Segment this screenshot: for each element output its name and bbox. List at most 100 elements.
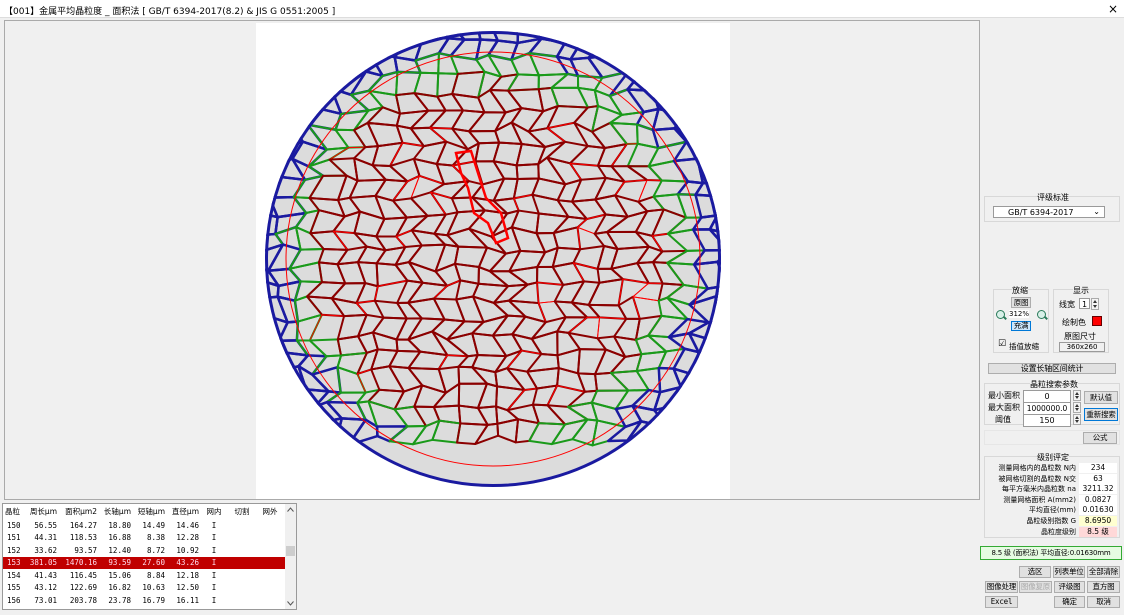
column-header[interactable]: 晶粒 <box>5 507 20 516</box>
column-header[interactable]: 短轴μm <box>137 507 165 516</box>
grain-boundary <box>696 143 721 163</box>
rating-row-label: 测量网格内的晶粒数 N内 <box>998 464 1076 472</box>
table-row[interactable]: 153 381.05 1470.16 93.59 27.60 43.26 I <box>3 556 285 569</box>
grain-boundary <box>691 390 721 411</box>
table-cell: 155 <box>7 583 21 593</box>
min-area-spinner[interactable] <box>1073 390 1081 401</box>
column-header[interactable]: 长轴μm <box>103 507 131 516</box>
draw-color-swatch[interactable] <box>1092 316 1102 326</box>
column-header[interactable]: 直径μm <box>171 507 199 516</box>
table-row[interactable]: 155 43.12 122.69 16.82 10.63 12.50 I <box>3 582 285 595</box>
table-cell <box>257 594 285 607</box>
table-cell: 10.63 <box>142 583 165 593</box>
table-scrollbar[interactable] <box>285 504 296 609</box>
image-viewport[interactable] <box>4 20 980 500</box>
select-region-button[interactable]: 选区 <box>1019 566 1051 578</box>
research-button[interactable]: 重新搜索 <box>1084 408 1118 421</box>
rating-row-label: 平均直径(mm) <box>1028 506 1076 515</box>
grain-boundary <box>567 23 588 27</box>
max-area-spinner[interactable] <box>1073 402 1081 413</box>
grain-boundary <box>395 31 425 40</box>
grain-boundary <box>712 159 721 184</box>
grain-boundary <box>714 177 721 201</box>
table-row[interactable]: 154 41.43 116.45 15.06 8.84 12.18 I <box>3 569 285 582</box>
fill-button[interactable]: 充满 <box>1011 321 1031 331</box>
display-label: 显示 <box>1073 285 1089 296</box>
grain-boundary <box>269 418 299 444</box>
zoom-group: 放缩 原图 312% 充满 ☑ 插值放缩 <box>993 285 1049 353</box>
column-header[interactable]: 网外 <box>262 507 278 516</box>
threshold-spinner[interactable] <box>1073 414 1081 425</box>
grain-boundary <box>705 365 721 395</box>
grain-boundary <box>256 196 261 217</box>
original-size-button[interactable]: 原图 <box>1011 297 1031 308</box>
rating-chart-button[interactable]: 评级图 <box>1054 581 1085 593</box>
grain-boundary <box>265 419 289 444</box>
table-cell: I <box>211 545 217 555</box>
table-cell: I <box>211 583 217 593</box>
column-header[interactable]: 网内 <box>206 507 222 516</box>
axis-stats-button[interactable]: 设置长轴区间统计 <box>988 363 1116 374</box>
scroll-down-icon[interactable] <box>287 601 294 606</box>
grain-boundary <box>265 90 286 116</box>
selected-grain[interactable] <box>454 149 510 245</box>
grain-boundary <box>256 357 259 375</box>
image-process-button[interactable]: 图像处理 <box>985 581 1018 593</box>
grain-boundary <box>358 23 397 27</box>
zoom-in-icon[interactable] <box>1037 310 1046 319</box>
table-cell: 164.27 <box>69 520 97 530</box>
interp-checkbox[interactable]: ☑ <box>998 339 1007 349</box>
max-area-label: 最大面积 <box>988 403 1020 412</box>
default-button[interactable]: 默认值 <box>1084 391 1118 404</box>
table-cell: I <box>211 595 217 605</box>
grain-boundary <box>293 40 321 63</box>
grain-boundary <box>265 71 266 96</box>
grain-table[interactable]: 晶粒 周长μm 面积μm2 长轴μm 短轴μm 直径μm 网内 切割 网外 150 56.55 16… <box>2 503 297 610</box>
scroll-up-icon[interactable] <box>287 507 294 512</box>
excel-button[interactable]: Excel <box>985 596 1018 608</box>
grain-boundary <box>347 31 390 40</box>
standard-select[interactable]: GB/T 6394-2017 ⌄ <box>993 206 1105 218</box>
histogram-button[interactable]: 直方图 <box>1087 581 1120 593</box>
rating-row-value: 8.5 级 <box>1079 526 1117 537</box>
grain-boundary <box>569 31 609 43</box>
grain-boundary <box>687 31 719 47</box>
grain-boundary <box>650 418 689 442</box>
column-header[interactable]: 周长μm <box>29 507 57 516</box>
table-cell <box>257 582 285 595</box>
threshold-input[interactable]: 150 <box>1023 414 1071 427</box>
table-cell <box>229 519 257 532</box>
grain-boundary <box>265 110 286 133</box>
scroll-thumb[interactable] <box>286 546 295 556</box>
grain-boundary <box>265 70 310 98</box>
grain-boundary <box>656 31 686 47</box>
table-cell: I <box>211 520 217 530</box>
table-row[interactable]: 152 33.62 93.57 12.40 8.72 10.92 I <box>3 544 285 557</box>
grain-boundary <box>715 43 721 62</box>
table-row[interactable]: 151 44.31 118.53 16.88 8.38 12.28 I <box>3 532 285 545</box>
column-header[interactable]: 面积μm2 <box>65 507 97 516</box>
grain-boundary <box>695 107 721 134</box>
list-unit-button[interactable]: 列表单位 <box>1053 566 1085 578</box>
line-width-input[interactable]: 1 <box>1079 298 1090 309</box>
table-cell: 16.88 <box>108 533 131 543</box>
table-cell: 152 <box>7 545 21 555</box>
grain-boundary <box>268 386 308 412</box>
line-width-spinner[interactable] <box>1091 298 1099 310</box>
table-row[interactable]: 156 73.01 203.78 23.78 16.79 16.11 I <box>3 594 285 607</box>
rating-row-value: 8.6950 <box>1079 516 1117 526</box>
zoom-percent: 312% <box>1009 310 1030 318</box>
grain-boundary <box>256 140 263 162</box>
table-row[interactable]: 150 56.55 164.27 18.80 14.49 14.46 I <box>3 519 285 532</box>
close-button[interactable]: × <box>1107 2 1118 16</box>
grain-boundary <box>265 297 266 318</box>
grain-image[interactable] <box>256 23 730 499</box>
table-cell: 8.84 <box>146 570 165 580</box>
clear-all-button[interactable]: 全部清除 <box>1087 566 1120 578</box>
standard-label: 评级标准 <box>1037 192 1069 203</box>
formula-button[interactable]: 公式 <box>1083 432 1117 444</box>
ok-button[interactable]: 确定 <box>1054 596 1085 608</box>
column-header[interactable]: 切割 <box>234 507 250 516</box>
cancel-button[interactable]: 取消 <box>1087 596 1120 608</box>
zoom-out-icon[interactable] <box>996 310 1005 319</box>
